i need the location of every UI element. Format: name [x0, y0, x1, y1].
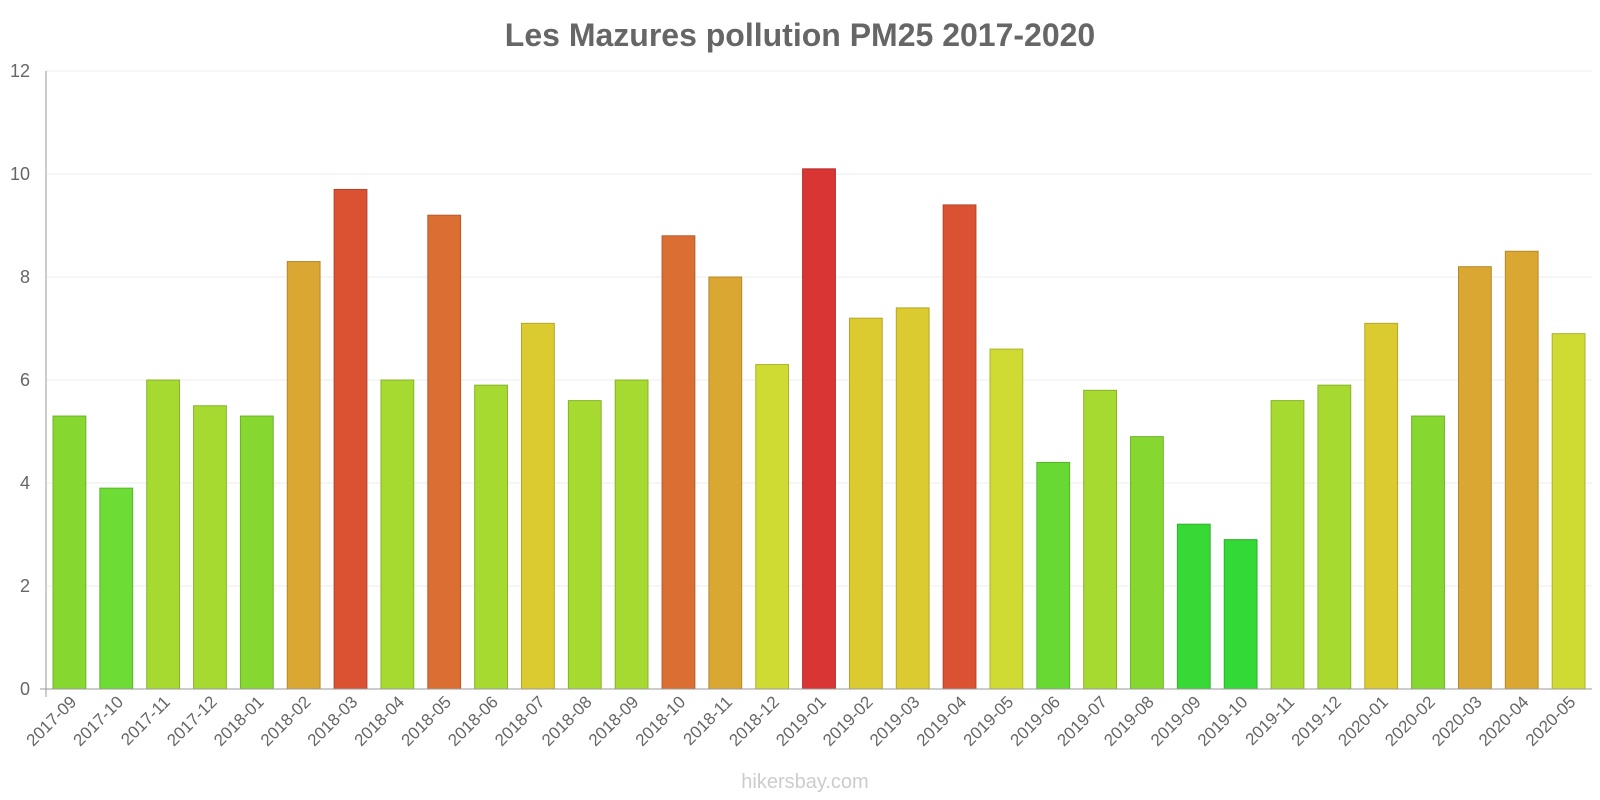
bar-2020-02 — [1411, 415, 1445, 690]
x-tick-label: 2019-10 — [1194, 692, 1252, 750]
bar-2020-04 — [1504, 250, 1539, 690]
bar-2019-10 — [1223, 539, 1258, 690]
bar-2018-03 — [333, 188, 368, 690]
bar-2020-05 — [1551, 333, 1586, 690]
x-tick-label: 2019-07 — [1053, 692, 1111, 750]
bar-2019-12 — [1317, 384, 1352, 690]
bar-2019-06 — [1036, 461, 1071, 690]
bar-2019-01 — [802, 168, 836, 690]
bar-2018-01 — [239, 415, 274, 690]
x-tick-label: 2020-04 — [1475, 692, 1533, 750]
x-tick-label: 2020-01 — [1334, 692, 1392, 750]
bars — [52, 168, 1586, 690]
chart-title: Les Mazures pollution PM25 2017-2020 — [505, 17, 1095, 53]
bar-2018-06 — [474, 384, 508, 690]
x-tick-label: 2017-11 — [117, 692, 174, 749]
bar-2018-11 — [708, 276, 743, 690]
watermark: hikersbay.com — [741, 771, 868, 793]
bar-2019-09 — [1176, 523, 1211, 690]
x-tick-label: 2019-08 — [1100, 692, 1158, 750]
bar-2020-01 — [1364, 322, 1399, 690]
x-tick-label: 2017-10 — [70, 692, 128, 750]
x-tick-label: 2017-09 — [23, 692, 81, 750]
y-tick-label: 0 — [20, 679, 30, 699]
bar-2017-12 — [193, 405, 227, 690]
bar-2018-09 — [614, 379, 649, 690]
y-tick-label: 8 — [20, 267, 30, 287]
x-tick-label: 2020-05 — [1522, 692, 1580, 750]
x-tick-label: 2020-03 — [1428, 692, 1486, 750]
x-tick-label: 2019-06 — [1007, 692, 1065, 750]
x-tick-label: 2019-05 — [960, 692, 1018, 750]
x-tick-label: 2018-11 — [679, 692, 736, 749]
x-tick-label: 2018-06 — [444, 692, 502, 750]
bar-2018-05 — [427, 214, 462, 690]
x-tick-label: 2018-05 — [397, 692, 455, 750]
bar-2020-03 — [1457, 266, 1492, 690]
x-axis-ticks: 2017-092017-102017-112017-122018-012018-… — [23, 692, 1580, 750]
x-tick-label: 2018-10 — [632, 692, 690, 750]
x-tick-label: 2019-12 — [1288, 692, 1346, 750]
bar-2018-07 — [521, 322, 555, 690]
bar-2018-08 — [567, 400, 602, 690]
x-tick-label: 2020-02 — [1381, 692, 1439, 750]
bar-2019-11 — [1270, 400, 1305, 690]
bar-2017-11 — [146, 379, 181, 690]
bar-2018-04 — [380, 379, 415, 690]
y-tick-label: 6 — [20, 370, 30, 390]
x-tick-label: 2019-03 — [866, 692, 924, 750]
bar-2018-12 — [755, 364, 790, 690]
bar-2018-10 — [661, 235, 696, 690]
y-tick-label: 10 — [10, 164, 30, 184]
x-tick-label: 2018-12 — [725, 692, 783, 750]
x-tick-label: 2017-12 — [163, 692, 221, 750]
y-tick-label: 2 — [20, 576, 30, 596]
axes — [40, 71, 1592, 697]
x-tick-label: 2018-04 — [351, 692, 409, 750]
y-axis-ticks: 0 2 4 6 8 10 12 — [10, 61, 30, 699]
x-tick-label: 2019-04 — [913, 692, 971, 750]
y-tick-label: 4 — [20, 473, 30, 493]
bar-2019-03 — [895, 307, 930, 690]
bar-2017-09 — [52, 415, 87, 690]
y-tick-label: 12 — [10, 61, 30, 81]
bar-2019-07 — [1083, 389, 1117, 690]
bar-2019-08 — [1130, 436, 1164, 690]
bar-2019-04 — [942, 204, 977, 690]
x-tick-label: 2018-09 — [585, 692, 643, 750]
x-tick-label: 2018-03 — [304, 692, 362, 750]
x-tick-label: 2018-02 — [257, 692, 315, 750]
x-tick-label: 2018-07 — [491, 692, 549, 750]
x-tick-label: 2019-11 — [1242, 692, 1299, 749]
x-tick-label: 2019-01 — [772, 692, 830, 750]
bar-2017-10 — [99, 487, 134, 690]
bar-2018-02 — [286, 261, 321, 690]
x-tick-label: 2018-08 — [538, 692, 596, 750]
x-tick-label: 2019-02 — [819, 692, 877, 750]
bar-2019-05 — [989, 348, 1024, 690]
bar-2019-02 — [848, 317, 883, 690]
x-tick-label: 2018-01 — [210, 692, 268, 750]
x-tick-label: 2019-09 — [1147, 692, 1205, 750]
